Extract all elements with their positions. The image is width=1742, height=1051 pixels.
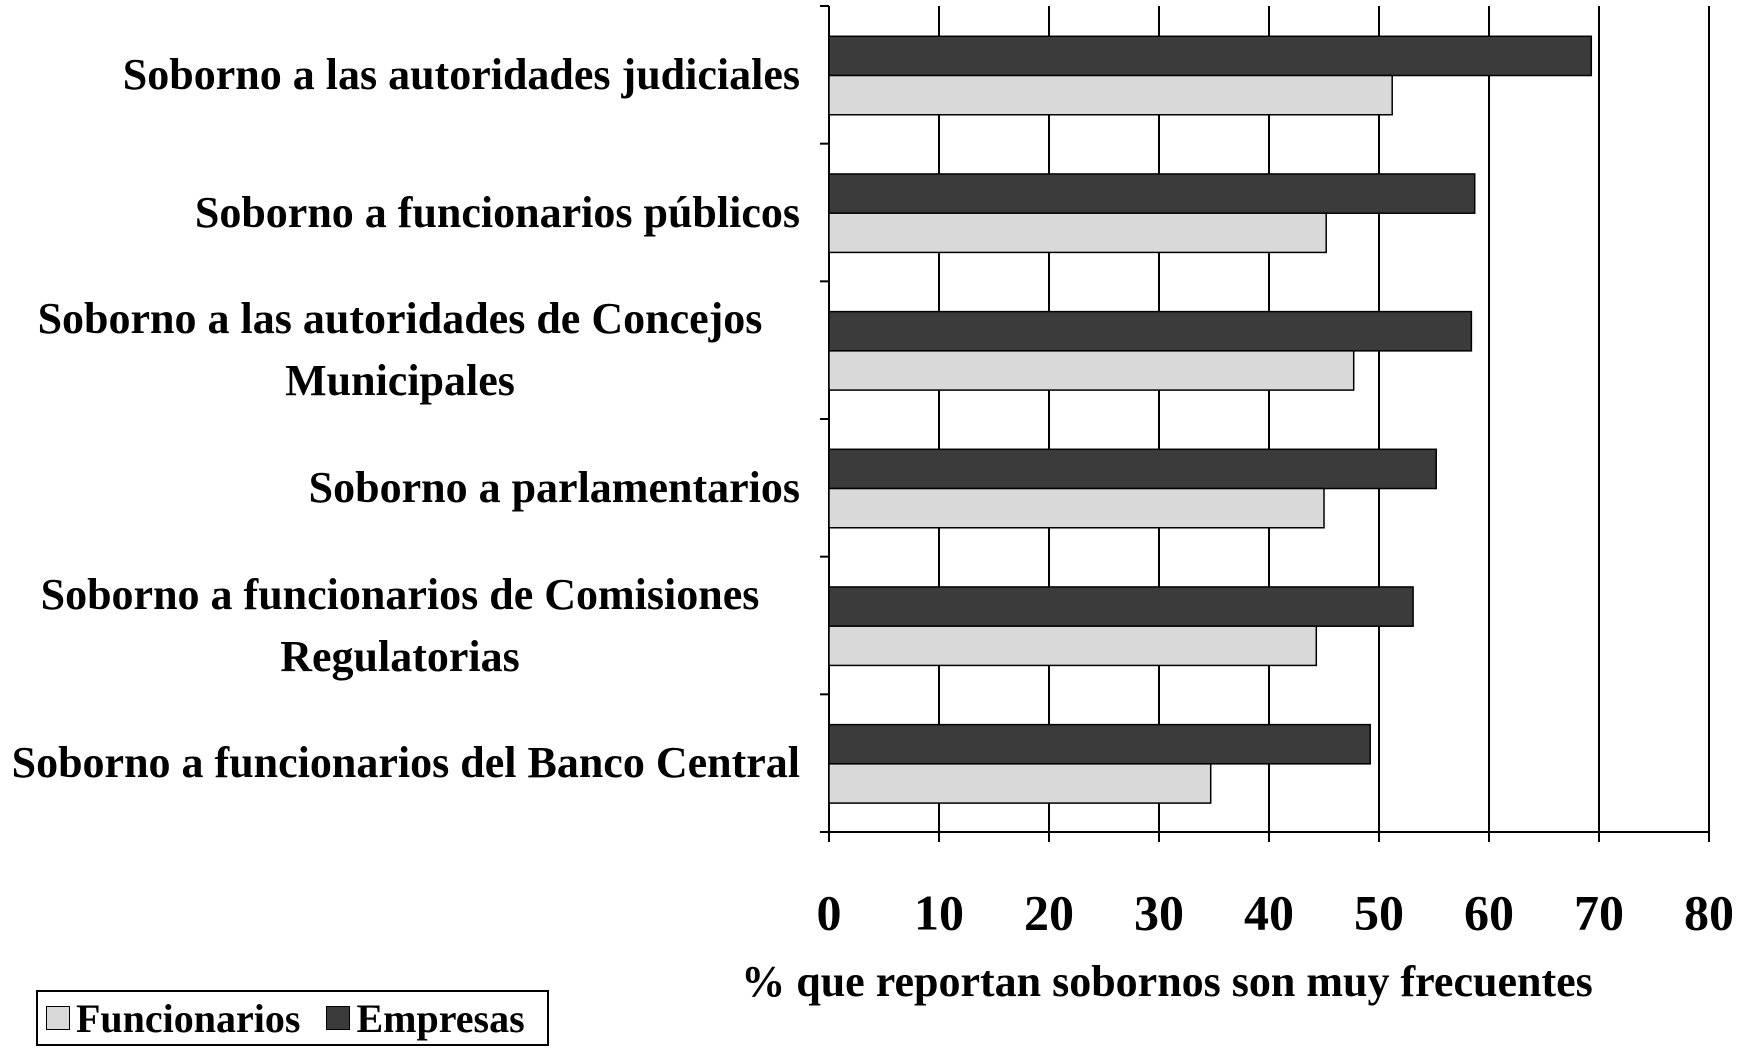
legend-swatch — [46, 1006, 70, 1030]
legend: Funcionarios Empresas — [36, 990, 549, 1046]
x-tick-label: 20 — [1024, 884, 1074, 940]
legend-label: Funcionarios — [76, 995, 301, 1041]
x-tick-label: 60 — [1464, 884, 1514, 940]
x-tick-label: 70 — [1574, 884, 1624, 940]
bar — [828, 723, 1371, 765]
bar — [828, 310, 1473, 352]
bar — [828, 487, 1325, 529]
legend-item: Empresas — [326, 995, 525, 1042]
category-label: Soborno a funcionarios del Banco Central — [11, 738, 800, 788]
bar — [828, 74, 1393, 116]
legend-label: Empresas — [356, 995, 525, 1041]
x-tick-label: 40 — [1244, 884, 1294, 940]
x-tick-label: 30 — [1134, 884, 1184, 940]
x-tick-label: 10 — [914, 884, 964, 940]
bar — [828, 350, 1355, 391]
category-label: Soborno a parlamentarios — [308, 462, 800, 512]
bar — [828, 586, 1414, 627]
category-label: Soborno a las autoridades de Concejos Mu… — [37, 294, 763, 406]
legend-item: Funcionarios — [46, 995, 300, 1042]
x-axis-title: % que reportan sobornos son muy frecuent… — [741, 957, 1593, 1006]
x-tick-label: 50 — [1354, 884, 1404, 940]
bar — [828, 763, 1212, 804]
category-label: Soborno a las autoridades judiciales — [122, 49, 800, 99]
x-tick-label: 0 — [817, 884, 842, 940]
x-tick-label: 80 — [1684, 884, 1734, 940]
bar — [828, 173, 1476, 214]
legend-swatch — [326, 1006, 351, 1030]
category-label: Soborno a funcionarios de Comisiones Reg… — [40, 569, 760, 681]
bar — [828, 625, 1318, 667]
bar — [828, 212, 1327, 254]
category-label: Soborno a funcionarios públicos — [194, 187, 800, 237]
bar — [828, 35, 1593, 77]
bar — [828, 448, 1437, 490]
